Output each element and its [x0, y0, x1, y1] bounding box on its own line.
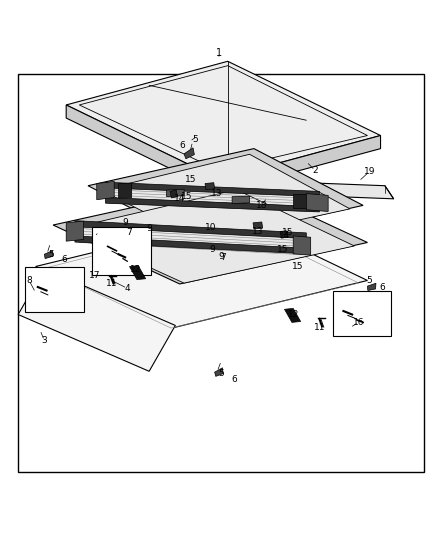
- Polygon shape: [101, 154, 350, 241]
- Polygon shape: [66, 61, 381, 179]
- Text: 7: 7: [127, 228, 132, 237]
- Polygon shape: [293, 194, 306, 208]
- Text: 13: 13: [252, 227, 263, 236]
- Polygon shape: [232, 196, 250, 204]
- Bar: [92, 227, 151, 275]
- Bar: [25, 266, 84, 312]
- Text: 11: 11: [314, 323, 325, 332]
- Polygon shape: [306, 193, 328, 212]
- Text: 12: 12: [287, 310, 299, 319]
- Text: 9: 9: [122, 219, 128, 228]
- Polygon shape: [166, 189, 184, 197]
- Text: 10: 10: [205, 223, 216, 232]
- Text: 8: 8: [26, 276, 32, 285]
- Polygon shape: [44, 251, 53, 259]
- Text: 6: 6: [380, 283, 385, 292]
- Polygon shape: [106, 198, 319, 212]
- Polygon shape: [119, 183, 132, 198]
- Polygon shape: [285, 309, 300, 322]
- Text: 4: 4: [124, 284, 130, 293]
- Text: 5: 5: [367, 276, 372, 285]
- Polygon shape: [367, 283, 376, 290]
- Polygon shape: [170, 190, 177, 198]
- Text: 15: 15: [292, 262, 304, 271]
- Text: 9: 9: [218, 253, 224, 261]
- Polygon shape: [66, 190, 354, 283]
- Polygon shape: [53, 183, 367, 284]
- Text: 2: 2: [312, 166, 318, 175]
- Polygon shape: [219, 135, 381, 192]
- Text: 6: 6: [179, 141, 185, 150]
- Polygon shape: [88, 149, 363, 243]
- Text: 15: 15: [180, 192, 192, 201]
- Polygon shape: [272, 181, 394, 199]
- Text: 6: 6: [231, 375, 237, 384]
- Text: 5: 5: [192, 135, 198, 144]
- Polygon shape: [66, 105, 219, 192]
- Polygon shape: [35, 217, 367, 329]
- Polygon shape: [97, 181, 114, 200]
- Polygon shape: [280, 231, 288, 238]
- Bar: [332, 290, 392, 336]
- Text: 11: 11: [106, 279, 118, 288]
- Polygon shape: [66, 221, 84, 241]
- Text: 16: 16: [353, 318, 364, 327]
- Text: 1: 1: [216, 47, 222, 58]
- Text: 14: 14: [174, 195, 185, 203]
- Polygon shape: [18, 269, 175, 372]
- Polygon shape: [130, 265, 146, 280]
- Polygon shape: [253, 222, 263, 229]
- Text: 7: 7: [220, 253, 226, 262]
- Text: 3: 3: [42, 336, 47, 345]
- Text: 15: 15: [185, 175, 196, 184]
- Polygon shape: [205, 183, 215, 190]
- Text: 15: 15: [282, 228, 294, 237]
- Text: 5: 5: [218, 369, 224, 378]
- Text: 18: 18: [256, 201, 268, 210]
- Polygon shape: [215, 368, 223, 376]
- Polygon shape: [75, 236, 306, 254]
- Text: 9: 9: [146, 223, 152, 232]
- Text: 19: 19: [364, 167, 375, 176]
- Text: 13: 13: [211, 189, 223, 198]
- Polygon shape: [293, 236, 311, 255]
- Text: 17: 17: [89, 271, 100, 280]
- Text: 14: 14: [279, 231, 290, 239]
- Polygon shape: [184, 148, 194, 159]
- Polygon shape: [106, 182, 319, 197]
- Polygon shape: [75, 221, 306, 239]
- Text: 6: 6: [61, 255, 67, 264]
- Text: 12: 12: [131, 265, 142, 274]
- Text: 5: 5: [48, 250, 54, 259]
- Text: 15: 15: [276, 245, 288, 254]
- Text: 9: 9: [209, 245, 215, 254]
